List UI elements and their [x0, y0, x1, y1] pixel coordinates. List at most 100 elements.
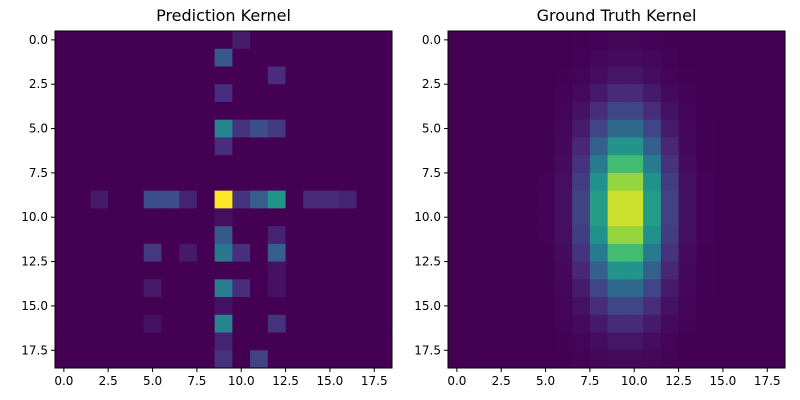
x-tick-label: 2.5 — [99, 374, 118, 388]
heatmap-cell — [572, 190, 591, 209]
heatmap-cell — [108, 314, 127, 333]
heatmap-cell — [267, 332, 286, 351]
heatmap-cell — [338, 243, 357, 262]
heatmap-cell — [767, 137, 786, 156]
heatmap-cell — [356, 101, 375, 121]
heatmap-cell — [749, 332, 768, 351]
heatmap-cell — [678, 101, 697, 121]
heatmap-cell — [161, 137, 180, 156]
heatmap-cell — [554, 350, 573, 369]
heatmap-cell — [356, 243, 375, 262]
heatmap-cell — [285, 101, 304, 121]
heatmap-cell — [108, 279, 127, 298]
heatmap-cell — [501, 48, 520, 67]
heatmap-cell — [196, 261, 216, 280]
heatmap-cell — [303, 155, 322, 174]
heatmap-cell — [625, 190, 644, 209]
heatmap-cell — [625, 48, 644, 67]
heatmap-cell — [250, 208, 269, 227]
heatmap-cell — [285, 155, 304, 174]
heatmap-cell — [625, 155, 644, 174]
heatmap-cell — [589, 190, 609, 209]
heatmap-cell — [285, 119, 304, 138]
heatmap-cell — [643, 208, 662, 227]
heatmap-cell — [303, 243, 322, 262]
heatmap-cell — [108, 101, 127, 121]
heatmap-cell — [696, 155, 715, 174]
heatmap-cell — [554, 155, 573, 174]
heatmap-cell — [501, 226, 520, 245]
heatmap-cell — [374, 137, 393, 156]
heatmap-cell — [143, 190, 162, 209]
heatmap-cell — [714, 350, 733, 369]
heatmap-cell — [448, 84, 467, 103]
heatmap-cell — [536, 350, 555, 369]
heatmap-cell — [338, 279, 357, 298]
heatmap-cell — [572, 243, 591, 262]
heatmap-cell — [749, 119, 768, 138]
heatmap-cell — [448, 208, 467, 227]
heatmap-cell — [179, 314, 198, 333]
heatmap-cell — [714, 226, 733, 245]
heatmap-cell — [643, 261, 662, 280]
heatmap-cell — [501, 84, 520, 103]
heatmap-cell — [625, 84, 644, 103]
heatmap-cell — [554, 208, 573, 227]
heatmap-cell — [589, 155, 609, 174]
heatmap-cell — [250, 243, 269, 262]
heatmap-cell — [678, 31, 697, 50]
heatmap-cell — [303, 48, 322, 67]
heatmap-cell — [72, 66, 91, 85]
heatmap-cell — [125, 101, 145, 121]
heatmap-cell — [518, 332, 538, 351]
heatmap-cell — [179, 226, 198, 245]
heatmap-cell — [501, 119, 520, 138]
heatmap-cell — [660, 226, 679, 245]
heatmap-cell — [660, 48, 679, 67]
heatmap-cell — [554, 119, 573, 138]
heatmap-cell — [749, 279, 768, 298]
heatmap-cell — [125, 66, 145, 85]
heatmap-cell — [108, 31, 127, 50]
heatmap-cell — [179, 332, 198, 351]
heatmap-cell — [554, 226, 573, 245]
heatmap-cell — [448, 297, 467, 316]
heatmap-cell — [767, 261, 786, 280]
heatmap-cell — [55, 350, 74, 369]
heatmap-cell — [767, 243, 786, 262]
heatmap-cell — [678, 243, 697, 262]
heatmap-cell — [374, 172, 393, 192]
heatmap-cell — [501, 137, 520, 156]
heatmap-cell — [232, 314, 251, 333]
heatmap-cell — [536, 226, 555, 245]
heatmap-cell — [161, 243, 180, 262]
heatmap-cell — [72, 332, 91, 351]
heatmap-cell — [731, 66, 750, 85]
heatmap-cell — [108, 243, 127, 262]
heatmap-cell — [501, 101, 520, 121]
heatmap-cell — [589, 119, 609, 138]
heatmap-cell — [232, 261, 251, 280]
heatmap-cell — [72, 172, 91, 192]
heatmap-cell — [607, 350, 626, 369]
heatmap-cell — [55, 297, 74, 316]
heatmap-cell — [678, 190, 697, 209]
heatmap-cell — [356, 119, 375, 138]
heatmap-cell — [518, 226, 538, 245]
heatmap-cell — [643, 66, 662, 85]
heatmap-cell — [303, 84, 322, 103]
heatmap-cell — [483, 119, 502, 138]
heatmap-cell — [465, 101, 484, 121]
y-tick-label: 7.5 — [29, 166, 48, 180]
heatmap-cell — [179, 190, 198, 209]
heatmap-cell — [696, 261, 715, 280]
heatmap-cell — [448, 48, 467, 67]
heatmap-cell — [267, 314, 286, 333]
heatmap-cell — [483, 261, 502, 280]
heatmap-cell — [179, 279, 198, 298]
heatmap-cell — [179, 84, 198, 103]
heatmap-cell — [448, 137, 467, 156]
heatmap-cell — [607, 31, 626, 50]
heatmap-cell — [55, 84, 74, 103]
prediction-kernel-title: Prediction Kernel — [156, 6, 291, 25]
